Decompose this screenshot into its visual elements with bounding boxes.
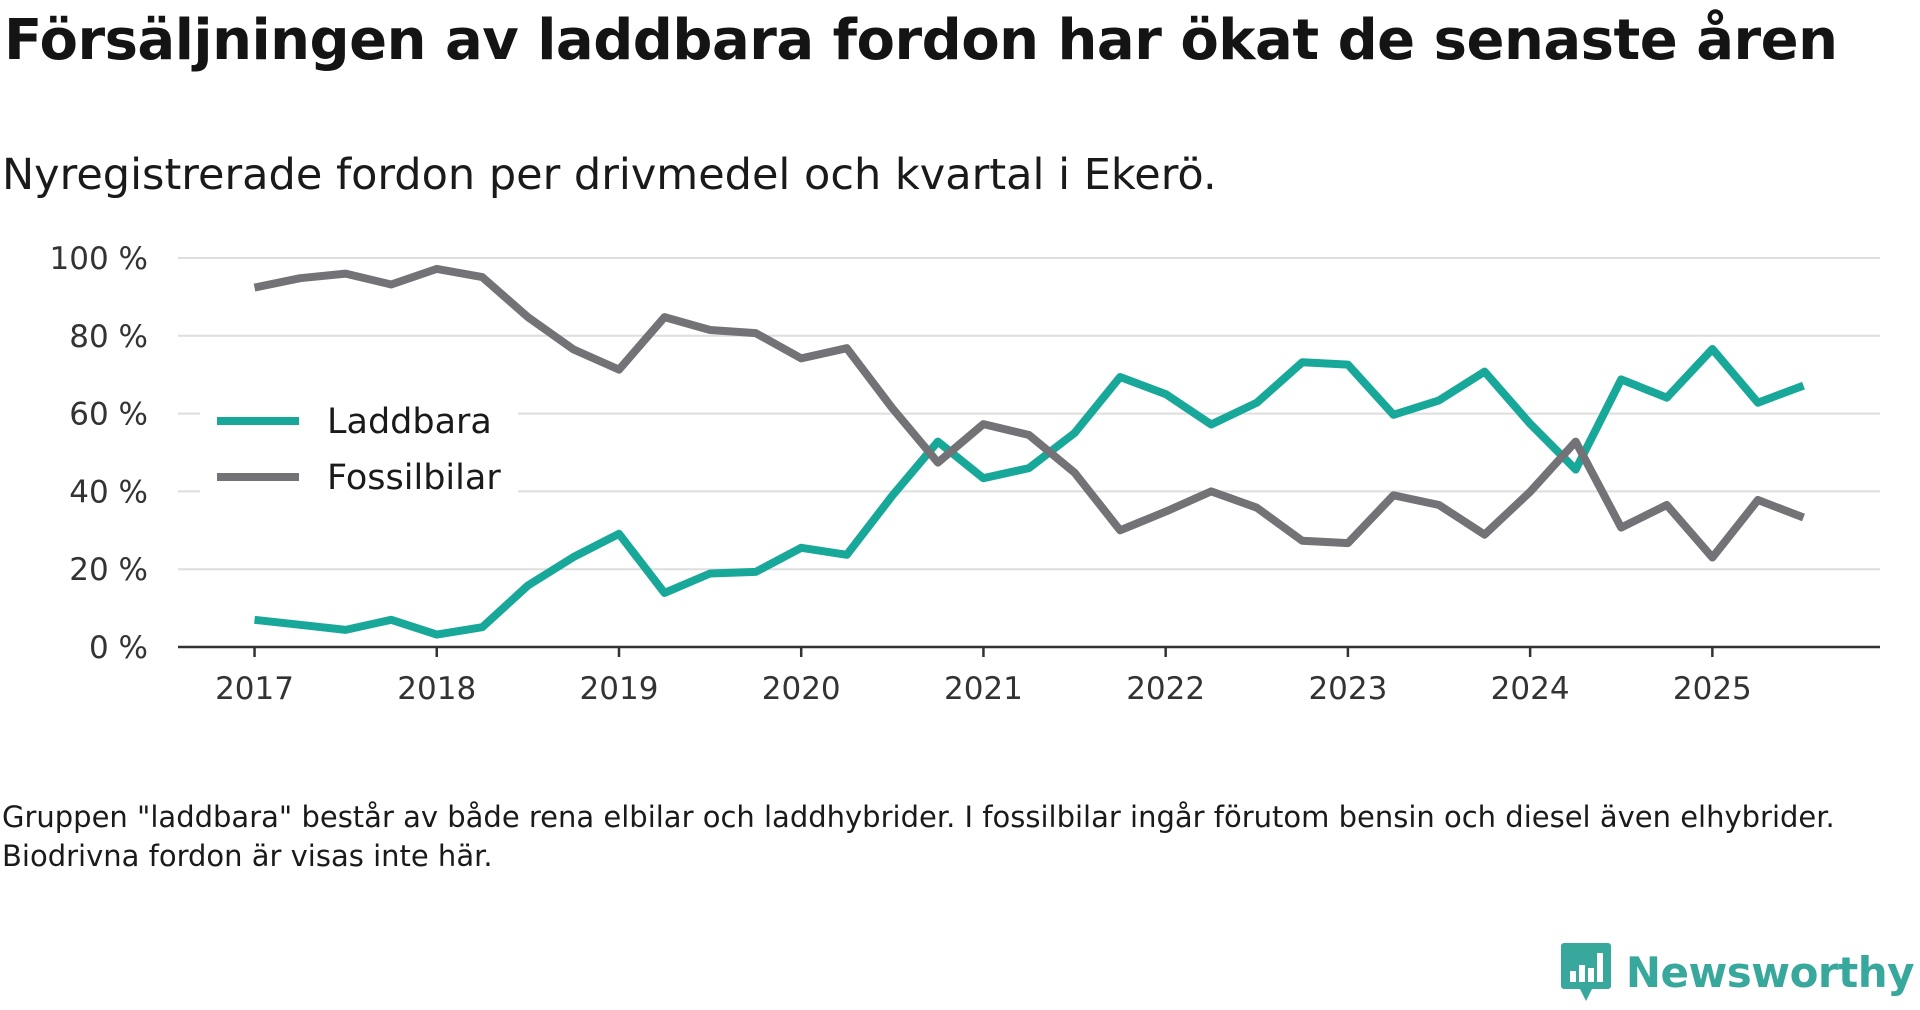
footnote: Gruppen "laddbara" består av både rena e… [2,800,1835,873]
legend-label-laddbara: Laddbara [327,402,492,442]
x-axis-ticks: 2017 2018 2019 2020 2021 2022 2023 2024 2025 [215,647,1752,707]
series-line-laddbara [254,345,1805,639]
newsworthy-logo-icon [1560,943,1611,1001]
y-tick-label: 60 % [69,397,148,433]
legend-label-fossilbilar: Fossilbilar [327,458,501,498]
y-tick-label: 100 % [50,241,148,277]
brand-name: Newsworthy [1625,947,1915,997]
line-chart: 0 % 20 % 40 % 60 % 80 % 100 % 2017 2018 2019 202… [50,241,1880,707]
legend: Laddbara Fossilbilar [200,385,518,515]
y-tick-label: 80 % [69,319,148,355]
x-tick-label: 2019 [580,671,659,707]
series-lines [253,264,1805,639]
y-axis-ticks: 0 % 20 % 40 % 60 % 80 % 100 % [50,241,148,666]
x-tick-label: 2024 [1491,671,1570,707]
legend-background [200,385,518,515]
x-tick-label: 2020 [762,671,841,707]
brand-logo: Newsworthy [1560,940,1915,1004]
x-tick-label: 2018 [397,671,476,707]
x-tick-label: 2022 [1126,671,1205,707]
x-tick-label: 2025 [1673,671,1752,707]
chart-title: Försäljningen av laddbara fordon har öka… [4,8,1838,73]
y-tick-label: 0 % [89,630,148,666]
series-line-fossilbilar [253,264,1805,562]
x-tick-label: 2021 [944,671,1023,707]
y-tick-label: 40 % [69,474,148,510]
chart-subtitle: Nyregistrerade fordon per drivmedel och … [2,150,1217,200]
x-tick-label: 2017 [215,671,294,707]
x-tick-label: 2023 [1308,671,1387,707]
y-tick-label: 20 % [69,552,148,588]
